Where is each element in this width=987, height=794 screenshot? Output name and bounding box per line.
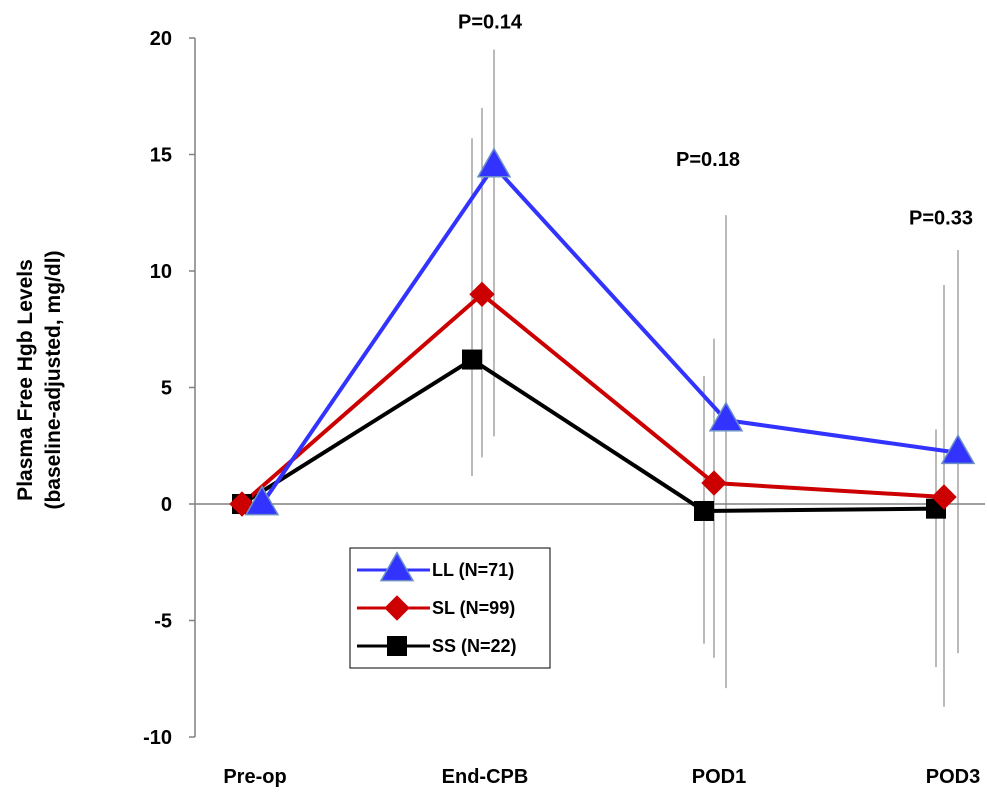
series-markers bbox=[229, 147, 976, 521]
y-tick-label: 5 bbox=[161, 378, 172, 400]
data-point-triangle bbox=[476, 147, 512, 178]
p-value-annotation: P=0.18 bbox=[676, 149, 740, 171]
legend-entry-label: SL (N=99) bbox=[432, 598, 515, 618]
data-point-triangle bbox=[244, 485, 280, 516]
y-tick-label: 15 bbox=[150, 145, 172, 167]
y-axis-label-line: Plasma Free Hgb Levels bbox=[14, 259, 37, 501]
data-point-diamond bbox=[469, 281, 495, 308]
p-value-annotations: P=0.14 P=0.18 P=0.33 bbox=[458, 12, 973, 230]
series-line bbox=[240, 357, 937, 513]
x-category-label: Pre-op bbox=[223, 766, 286, 788]
y-tick-label: 20 bbox=[150, 28, 172, 50]
y-tick-label: -5 bbox=[154, 611, 172, 633]
y-tick-labels: 20 15 10 5 0 -5 -10 bbox=[143, 28, 172, 749]
data-point-diamond bbox=[384, 595, 410, 621]
legend-entry-label: SS (N=22) bbox=[432, 636, 517, 656]
series-line bbox=[240, 292, 945, 506]
data-point-triangle bbox=[379, 551, 415, 582]
data-point-diamond bbox=[701, 470, 727, 496]
legend: LL (N=71) SL (N=99) SS (N=22) bbox=[349, 547, 551, 669]
x-category-label: POD1 bbox=[692, 766, 746, 788]
x-category-label: POD3 bbox=[926, 766, 980, 788]
data-point-square bbox=[387, 636, 407, 656]
data-point-triangle bbox=[708, 401, 744, 432]
data-point-square bbox=[694, 500, 714, 521]
series-line bbox=[260, 164, 959, 506]
data-point-square bbox=[462, 349, 482, 370]
axes bbox=[189, 37, 985, 738]
y-axis-label: Plasma Free Hgb Levels (baseline-adjusted… bbox=[14, 250, 65, 509]
legend-entry-label: LL (N=71) bbox=[432, 560, 514, 580]
y-tick-label: -10 bbox=[143, 727, 172, 749]
x-category-labels: Pre-op End-CPB POD1 POD3 bbox=[223, 766, 980, 788]
y-tick-label: 10 bbox=[150, 261, 172, 283]
y-tick-label: 0 bbox=[161, 494, 172, 516]
p-value-annotation: P=0.33 bbox=[909, 207, 973, 229]
data-point-triangle bbox=[940, 433, 976, 465]
p-value-annotation: P=0.14 bbox=[458, 12, 523, 34]
series-lines bbox=[240, 164, 959, 513]
y-axis-label-line: (baseline-adjusted, mg/dl) bbox=[42, 250, 65, 509]
data-point-diamond bbox=[931, 484, 957, 510]
x-category-label: End-CPB bbox=[442, 766, 529, 788]
